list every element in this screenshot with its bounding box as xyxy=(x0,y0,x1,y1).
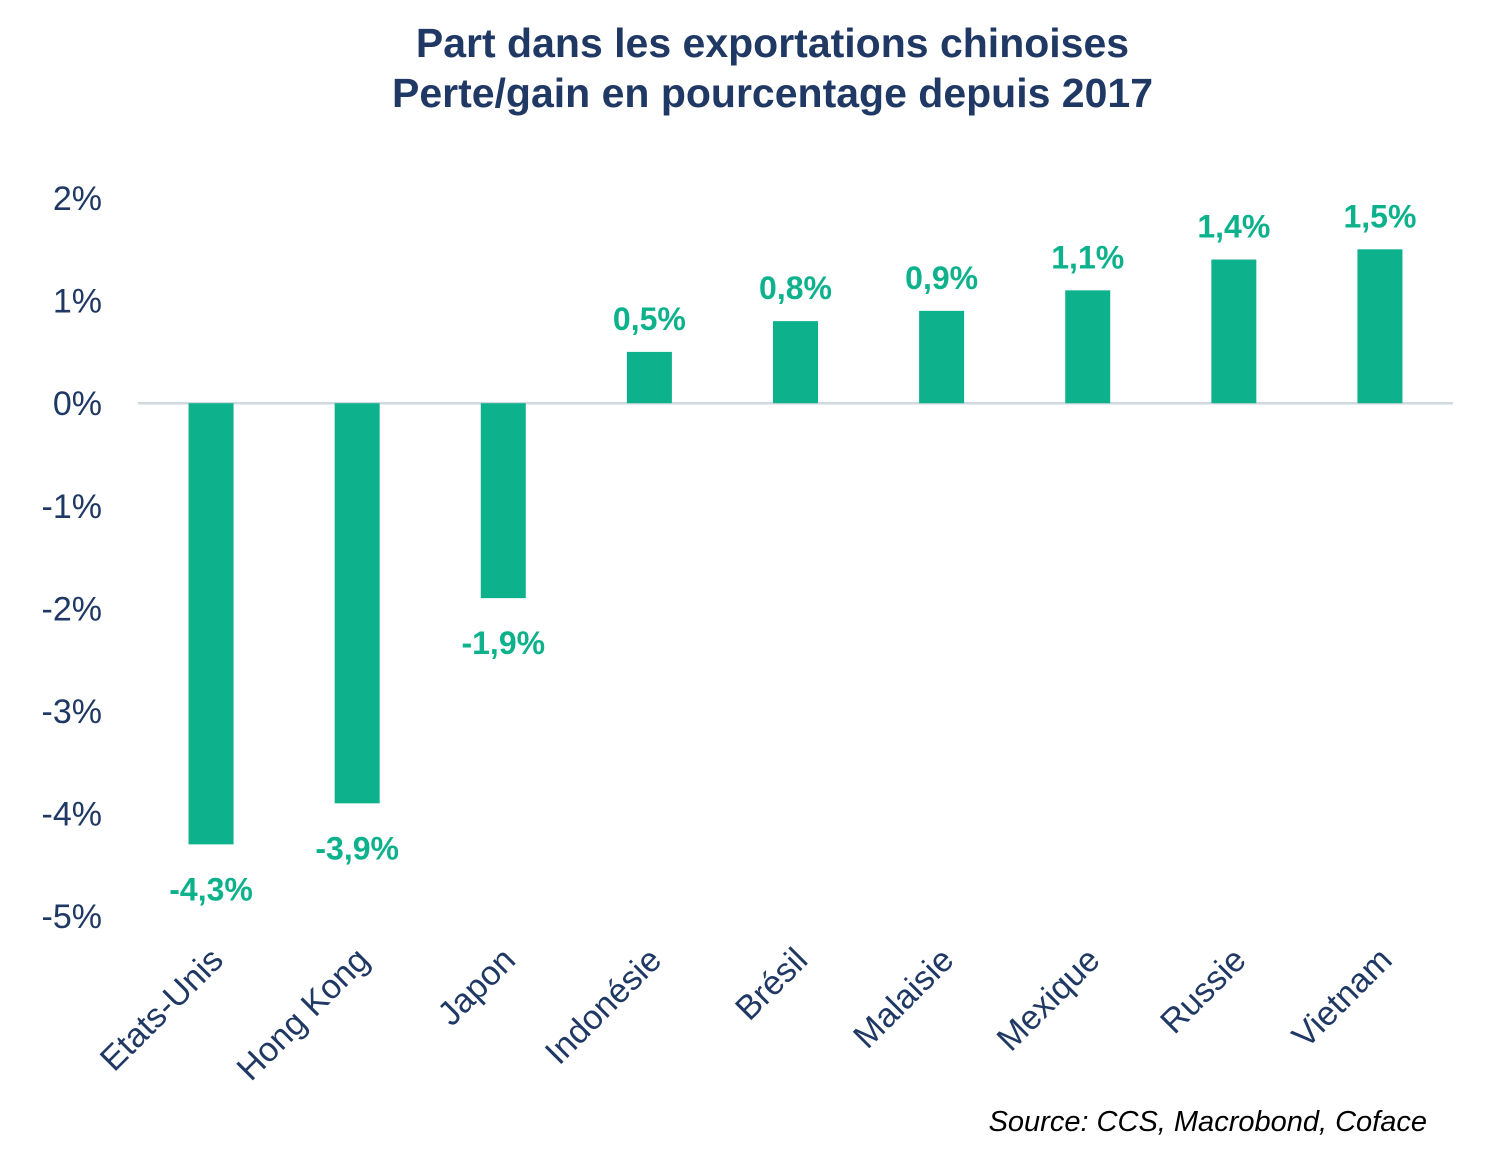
y-tick-label: -3% xyxy=(42,693,102,731)
y-tick-label: -4% xyxy=(42,796,102,834)
data-label: 1,1% xyxy=(1051,239,1124,275)
bar-japon xyxy=(480,403,526,599)
bar-indon-sie xyxy=(626,351,672,404)
x-tick-label: Mexique xyxy=(990,941,1108,1059)
bar-mexique xyxy=(1065,290,1111,404)
x-tick-label: Vietnam xyxy=(1285,941,1400,1056)
y-tick-label: -1% xyxy=(42,488,102,526)
y-tick-label: -5% xyxy=(42,898,102,936)
bars-group xyxy=(188,249,1403,845)
data-label: -3,9% xyxy=(315,830,399,866)
data-label: 1,5% xyxy=(1343,198,1416,234)
x-tick-label: Malaisie xyxy=(846,941,961,1056)
y-tick-label: 2% xyxy=(53,180,102,218)
chart-title: Part dans les exportations chinoises Per… xyxy=(0,18,1505,118)
bar-vietnam xyxy=(1357,249,1403,404)
data-label: 0,5% xyxy=(613,301,686,337)
y-tick-label: 1% xyxy=(53,283,102,321)
x-tick-label: Russie xyxy=(1153,941,1253,1041)
y-axis-ticks: 2% 1% 0% -1% -2% -3% -4% -5% xyxy=(42,180,102,936)
bar-etats-unis xyxy=(188,403,234,845)
data-label: -1,9% xyxy=(461,625,545,661)
chart-title-line-1: Part dans les exportations chinoises xyxy=(415,20,1130,66)
x-tick-label: Brésil xyxy=(728,941,815,1028)
y-tick-label: 0% xyxy=(53,385,102,423)
x-tick-label: Japon xyxy=(431,941,523,1033)
x-tick-label: Hong Kong xyxy=(230,941,377,1088)
chart-title-line-2: Perte/gain en pourcentage depuis 2017 xyxy=(391,70,1154,116)
bar-russie xyxy=(1211,259,1257,404)
source-note: Source: CCS, Macrobond, Coface xyxy=(988,1106,1427,1138)
y-tick-label: -2% xyxy=(42,590,102,628)
data-labels-group: -4,3% -3,9% -1,9% 0,5% 0,8% 0,9% 1,1% 1,4% 1,5% xyxy=(169,198,1416,907)
data-label: 1,4% xyxy=(1197,209,1270,245)
bar-hong-kong xyxy=(334,403,380,804)
bar-br-sil xyxy=(773,321,818,404)
x-tick-label: Indonésie xyxy=(538,941,669,1072)
bar-malaisie xyxy=(919,310,965,404)
data-label: 0,8% xyxy=(759,270,832,306)
x-tick-label: Etats-Unis xyxy=(93,941,231,1079)
data-label: 0,9% xyxy=(905,260,978,296)
data-label: -4,3% xyxy=(169,871,253,907)
